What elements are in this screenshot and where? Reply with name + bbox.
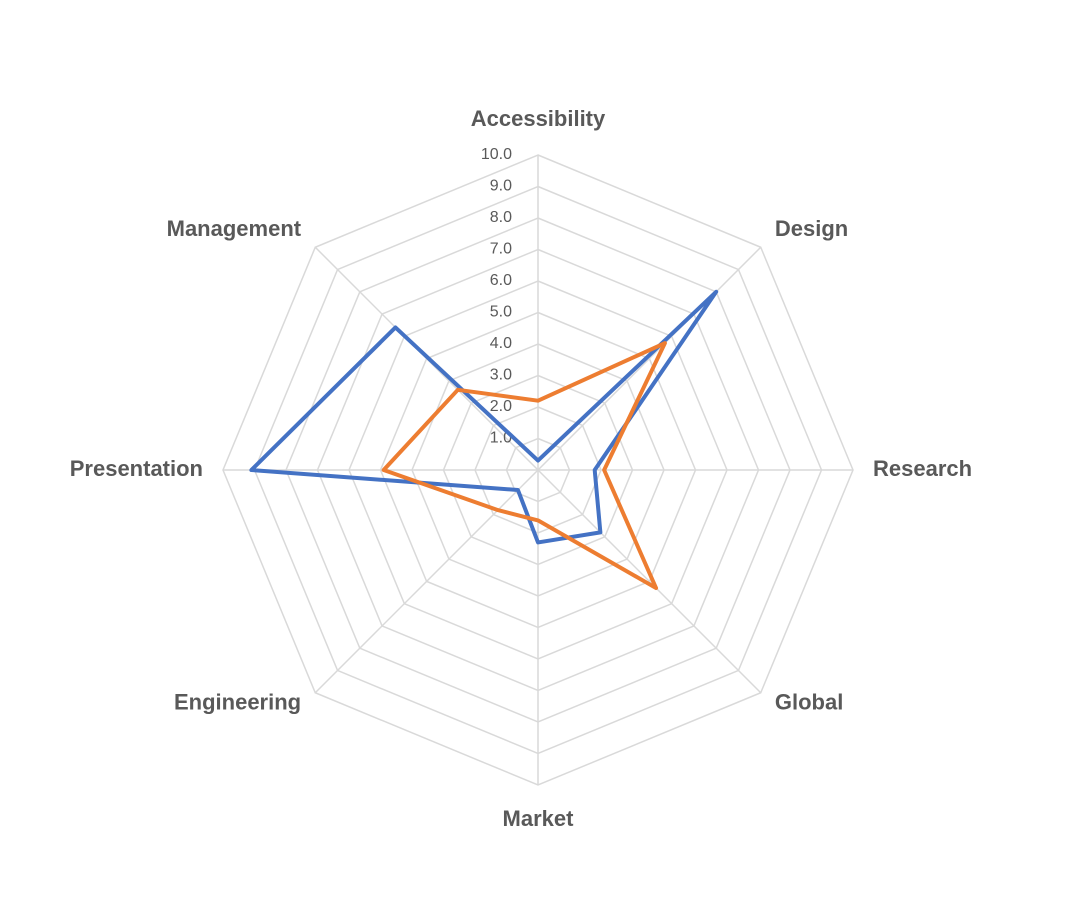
r-tick-label: 4.0 xyxy=(490,335,512,352)
grid-ring xyxy=(316,248,760,692)
r-tick-label: 8.0 xyxy=(490,209,512,226)
grid-ring xyxy=(253,185,823,755)
category-label: Market xyxy=(503,806,575,831)
r-tick-label: 9.0 xyxy=(490,178,512,195)
grid-ring xyxy=(442,374,634,566)
grid-ring xyxy=(222,154,854,786)
r-tick-label: 1.0 xyxy=(490,430,512,447)
grid-ring xyxy=(505,437,571,503)
grid-ring xyxy=(348,280,728,660)
series-line xyxy=(249,289,719,545)
grid-ring xyxy=(474,406,602,534)
grid-ring xyxy=(379,311,697,629)
r-tick-label: 2.0 xyxy=(490,398,512,415)
category-label: Management xyxy=(167,216,302,241)
r-tick-label: 10.0 xyxy=(481,146,512,163)
category-label: Global xyxy=(775,690,843,715)
category-label: Accessibility xyxy=(471,106,606,131)
r-tick-label: 7.0 xyxy=(490,241,512,258)
r-tick-label: 3.0 xyxy=(490,367,512,384)
category-label: Presentation xyxy=(70,456,203,481)
grid-ring xyxy=(285,217,791,723)
series-line xyxy=(381,341,667,591)
category-label: Engineering xyxy=(174,690,301,715)
category-label: Design xyxy=(775,216,848,241)
r-tick-label: 6.0 xyxy=(490,272,512,289)
category-label: Research xyxy=(873,456,972,481)
r-tick-label: 5.0 xyxy=(490,304,512,321)
